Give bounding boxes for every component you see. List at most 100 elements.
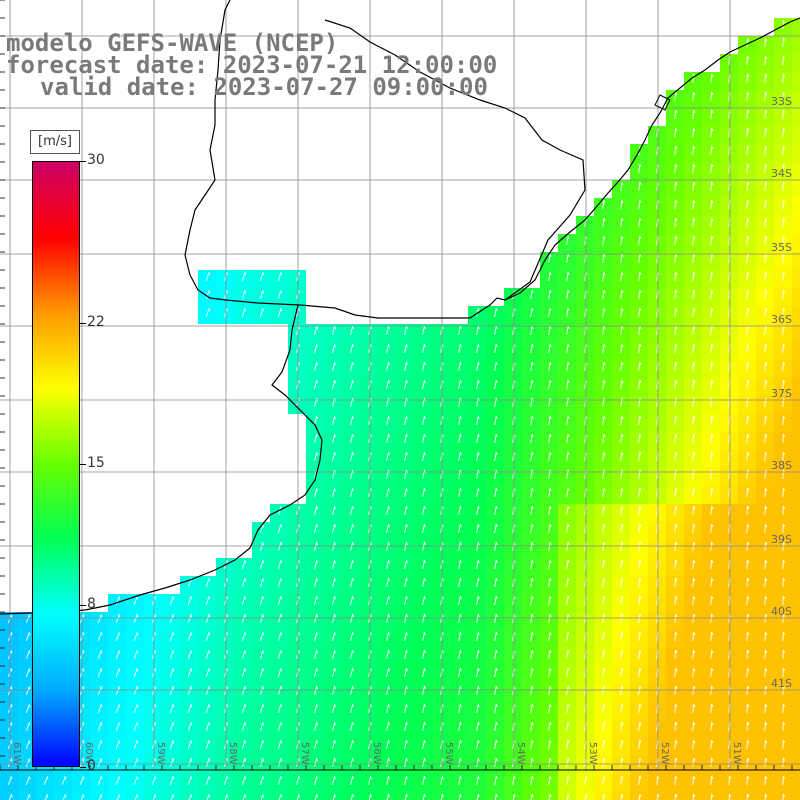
wind-arrow-head <box>783 541 786 545</box>
wind-arrow <box>530 668 533 678</box>
wind-arrow <box>314 650 318 660</box>
wind-arrow-head <box>531 703 534 708</box>
wind-arrow <box>494 524 497 534</box>
wind-arrow <box>782 577 784 588</box>
wind-cell <box>792 162 800 180</box>
wind-arrow <box>728 631 731 642</box>
wind-arrow <box>494 488 497 498</box>
wind-arrow-head <box>603 343 606 348</box>
wind-arrow <box>404 794 407 800</box>
wind-arrow-head <box>639 163 642 168</box>
wind-arrow <box>620 506 623 516</box>
wind-arrow <box>476 524 479 534</box>
wind-arrow <box>638 721 641 732</box>
wind-arrow-head <box>316 704 318 708</box>
wind-arrow <box>548 254 551 264</box>
wind-cell <box>198 792 216 800</box>
wind-arrow <box>260 596 264 606</box>
wind-arrow <box>638 523 641 534</box>
wind-arrow-head <box>370 596 372 600</box>
wind-arrow-head <box>549 343 552 348</box>
wind-arrow <box>476 614 479 624</box>
wind-arrow-head <box>639 631 642 636</box>
wind-arrow-head <box>423 416 426 420</box>
wind-arrow <box>602 398 605 408</box>
wind-arrow <box>494 794 497 800</box>
model-title: modelo GEFS-WAVE (NCEP) <box>6 29 339 57</box>
wind-arrow <box>332 578 336 588</box>
wind-arrow-head <box>244 650 246 654</box>
wind-arrow-head <box>603 415 606 420</box>
wind-arrow-head <box>603 703 606 708</box>
wind-arrow-head <box>172 704 175 708</box>
wind-arrow-head <box>477 469 480 474</box>
wind-arrow <box>530 650 533 660</box>
wind-arrow <box>476 596 479 606</box>
wind-arrow <box>710 433 713 444</box>
wind-arrow <box>782 433 784 444</box>
wind-arrow-head <box>244 578 246 582</box>
wind-arrow <box>350 326 354 336</box>
wind-arrow <box>422 740 425 750</box>
wind-arrow <box>620 560 623 570</box>
wind-arrow-head <box>244 632 246 636</box>
wind-arrow <box>638 685 641 696</box>
wind-arrow <box>710 541 713 552</box>
wind-arrow-head <box>639 775 642 780</box>
wind-arrow-head <box>118 740 121 744</box>
wind-arrow-head <box>783 109 786 113</box>
wind-arrow-head <box>711 163 714 167</box>
wind-arrow <box>728 325 731 336</box>
wind-arrow <box>260 290 264 300</box>
wind-arrow <box>620 254 623 264</box>
wind-arrow <box>710 235 713 246</box>
wind-arrow-head <box>747 73 750 77</box>
wind-arrow-head <box>423 722 426 726</box>
wind-arrow <box>692 703 695 714</box>
wind-arrow-head <box>172 722 175 726</box>
wind-arrow <box>386 668 389 678</box>
wind-arrow-head <box>280 596 282 600</box>
wind-arrow <box>638 613 641 624</box>
wind-arrow-head <box>549 631 552 636</box>
wind-arrow <box>764 613 766 624</box>
wind-arrow <box>692 199 695 210</box>
wind-arrow-head <box>765 271 768 275</box>
wind-arrow <box>476 506 479 516</box>
wind-arrow-head <box>280 542 282 546</box>
wind-arrow-head <box>280 560 282 564</box>
wind-arrow <box>97 614 102 624</box>
wind-arrow <box>746 721 749 732</box>
wind-arrow <box>566 506 569 516</box>
wind-arrow-head <box>316 758 318 762</box>
wind-arrow <box>332 380 336 390</box>
wind-arrow <box>674 379 677 390</box>
wind-arrow-head <box>423 452 426 456</box>
wind-arrow-head <box>549 721 552 726</box>
wind-arrow <box>476 416 479 426</box>
wind-arrow <box>458 686 461 696</box>
wind-arrow-head <box>477 397 480 402</box>
wind-arrow <box>242 758 246 768</box>
wind-arrow <box>476 470 479 480</box>
wind-arrow-head <box>244 668 246 672</box>
wind-arrow <box>404 434 407 444</box>
wind-arrow-head <box>226 614 229 618</box>
wind-arrow-head <box>316 362 318 366</box>
longitude-label: 58W <box>227 742 238 765</box>
wind-arrow <box>152 794 156 800</box>
wind-arrow <box>169 596 174 606</box>
wind-arrow-head <box>603 757 606 762</box>
wind-arrow-head <box>441 542 444 546</box>
wind-arrow <box>746 613 749 624</box>
wind-arrow-head <box>711 775 714 779</box>
wind-arrow <box>620 362 623 372</box>
wind-arrow <box>602 668 605 678</box>
wind-arrow <box>422 686 425 696</box>
wind-arrow-head <box>136 758 139 762</box>
wind-arrow-head <box>244 722 246 726</box>
wind-arrow <box>620 596 623 606</box>
wind-arrow-head <box>783 55 786 59</box>
wind-arrow <box>710 775 713 786</box>
wind-arrow <box>548 362 551 372</box>
